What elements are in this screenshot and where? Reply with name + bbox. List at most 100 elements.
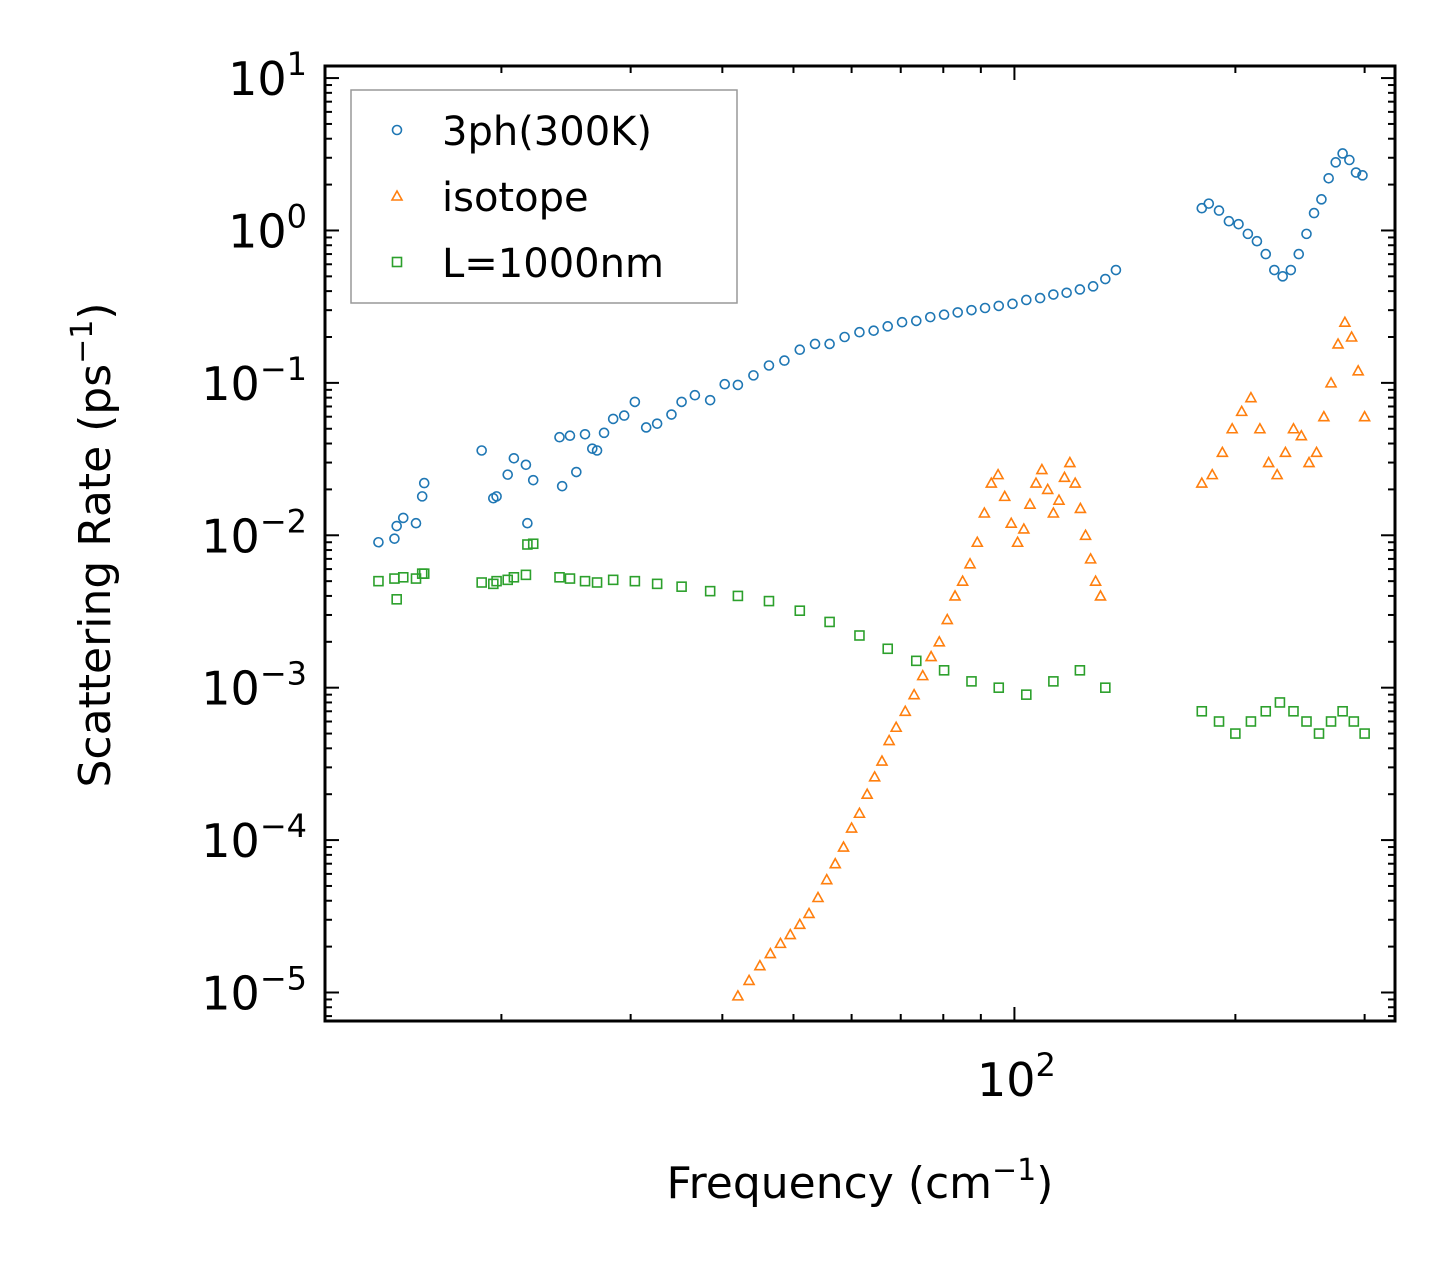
data-point bbox=[794, 344, 806, 356]
data-point bbox=[802, 906, 816, 919]
y-tick-label: 10−2 bbox=[201, 502, 307, 563]
data-point bbox=[1262, 455, 1275, 468]
data-point bbox=[889, 720, 903, 733]
data-point bbox=[875, 754, 889, 766]
data-point bbox=[1074, 284, 1086, 295]
data-point bbox=[704, 394, 716, 406]
data-point bbox=[732, 379, 744, 391]
data-point bbox=[779, 355, 790, 366]
data-point bbox=[910, 315, 922, 327]
data-point bbox=[476, 577, 487, 588]
data-point bbox=[1260, 705, 1272, 717]
data-point bbox=[651, 418, 663, 429]
data-point bbox=[373, 575, 384, 587]
x-tick-label: 102 bbox=[977, 1046, 1056, 1107]
data-point bbox=[1270, 467, 1284, 480]
data-point bbox=[882, 643, 894, 655]
data-point bbox=[1047, 506, 1060, 518]
data-point bbox=[373, 536, 384, 548]
data-point bbox=[651, 578, 663, 590]
data-point bbox=[689, 389, 701, 401]
data-point bbox=[809, 338, 821, 350]
data-point bbox=[1205, 467, 1219, 480]
data-point bbox=[520, 569, 532, 581]
data-point bbox=[1100, 682, 1111, 693]
tick-labels: 101 100 10−1 10−2 10−3 10−4 10−5 102 bbox=[201, 45, 1056, 1107]
data-point bbox=[1301, 716, 1312, 727]
data-point bbox=[666, 409, 677, 420]
data-point bbox=[1196, 705, 1208, 717]
data-point bbox=[1308, 207, 1320, 219]
data-point bbox=[1359, 728, 1370, 739]
data-point bbox=[907, 688, 921, 700]
data-point bbox=[618, 410, 630, 421]
y-tick-label: 10−3 bbox=[201, 655, 307, 716]
data-point bbox=[629, 575, 641, 587]
plot-frame bbox=[323, 64, 1397, 1023]
legend-label: L=1000nm bbox=[442, 241, 664, 287]
data-point bbox=[719, 378, 731, 390]
data-point bbox=[1351, 364, 1365, 376]
data-point bbox=[794, 605, 806, 616]
data-point bbox=[571, 466, 582, 478]
data-point bbox=[1350, 167, 1362, 178]
data-point bbox=[1293, 248, 1305, 260]
data-point bbox=[1277, 271, 1288, 282]
data-point bbox=[828, 857, 842, 869]
data-point bbox=[910, 655, 922, 667]
data-point bbox=[1233, 218, 1244, 230]
legend: 3ph(300K) isotope L=1000nm bbox=[350, 89, 738, 304]
data-point bbox=[1348, 716, 1360, 727]
data-point bbox=[1337, 705, 1348, 717]
data-point bbox=[839, 331, 850, 343]
data-point bbox=[854, 630, 865, 641]
y-axis-label: Scattering Rate (ps−1) bbox=[65, 302, 121, 787]
data-point bbox=[1023, 497, 1037, 509]
data-point bbox=[1203, 198, 1215, 209]
data-point bbox=[1325, 716, 1337, 727]
data-point bbox=[763, 946, 777, 959]
data-point bbox=[1195, 476, 1209, 488]
data-point bbox=[389, 533, 400, 544]
data-point bbox=[1011, 535, 1024, 548]
data-point bbox=[811, 890, 825, 903]
data-point bbox=[916, 668, 930, 681]
data-point bbox=[1017, 522, 1031, 534]
data-point bbox=[397, 512, 409, 524]
data-point bbox=[978, 506, 991, 518]
data-point bbox=[731, 989, 745, 1001]
data-point bbox=[607, 413, 619, 425]
data-point bbox=[1213, 205, 1225, 216]
data-point bbox=[966, 676, 977, 687]
data-point bbox=[1253, 422, 1267, 434]
legend-marker-square bbox=[391, 256, 403, 268]
data-point bbox=[491, 575, 502, 587]
data-point bbox=[1084, 552, 1097, 564]
data-point bbox=[1035, 462, 1049, 475]
legend-box bbox=[350, 89, 738, 304]
data-point bbox=[1052, 493, 1066, 505]
data-point bbox=[1269, 264, 1280, 276]
data-point bbox=[1287, 422, 1300, 434]
data-point bbox=[860, 787, 874, 800]
data-point bbox=[1230, 728, 1241, 739]
y-tick-label: 101 bbox=[228, 45, 307, 106]
data-point bbox=[952, 307, 964, 318]
data-point bbox=[742, 973, 756, 986]
data-point bbox=[882, 321, 894, 332]
data-point bbox=[1021, 689, 1032, 700]
data-point bbox=[991, 467, 1005, 480]
data-point bbox=[963, 557, 977, 569]
data-point bbox=[940, 612, 954, 625]
data-point bbox=[1244, 390, 1258, 403]
data-point bbox=[993, 300, 1005, 312]
data-point bbox=[1345, 330, 1358, 342]
data-point bbox=[853, 806, 866, 819]
data-point bbox=[924, 649, 938, 662]
data-point bbox=[1034, 292, 1046, 304]
data-point bbox=[1216, 445, 1229, 458]
data-point bbox=[554, 571, 565, 583]
data-point bbox=[1110, 264, 1122, 276]
data-point bbox=[1004, 516, 1018, 529]
